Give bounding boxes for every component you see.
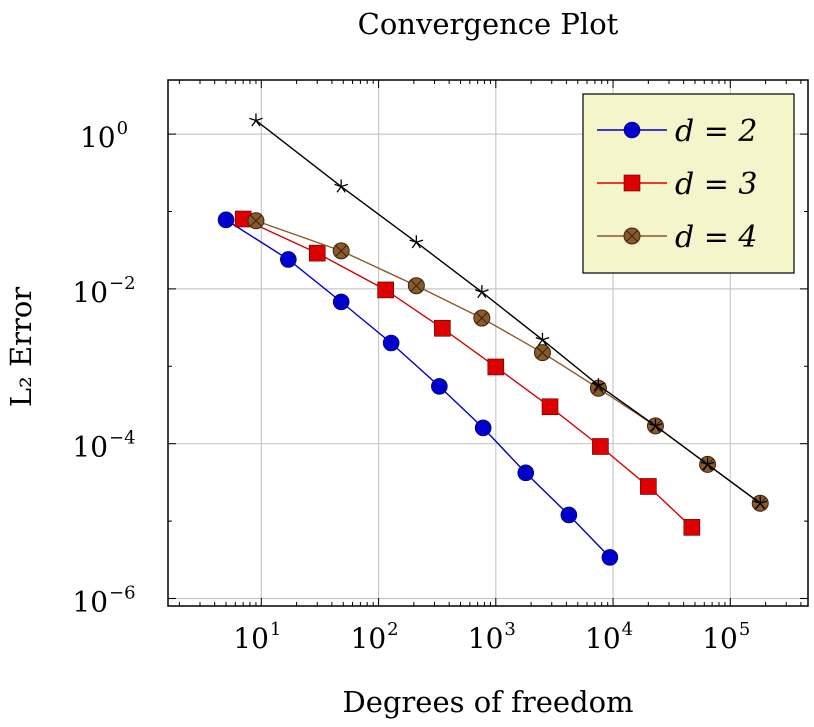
data-point bbox=[700, 457, 715, 471]
data-point bbox=[280, 251, 297, 268]
series-4 bbox=[249, 113, 768, 510]
x-tick-exponent: 5 bbox=[739, 619, 750, 640]
data-point bbox=[334, 179, 349, 193]
y-tick-exponent: −4 bbox=[109, 428, 136, 449]
data-point bbox=[560, 506, 578, 524]
y-tick-base: 10 bbox=[72, 585, 108, 618]
data-point bbox=[623, 174, 641, 192]
series-1 bbox=[217, 211, 619, 566]
data-point bbox=[308, 244, 326, 262]
x-tick-label: 105 bbox=[702, 619, 750, 655]
y-axis-label: L₂ Error bbox=[4, 287, 38, 407]
plot-frame bbox=[167, 79, 809, 607]
y-tick-base: 10 bbox=[80, 121, 116, 154]
x-tick-label: 104 bbox=[585, 619, 633, 655]
data-point bbox=[533, 344, 551, 362]
x-tick-label: 102 bbox=[351, 619, 399, 655]
x-tick-labels: 101 102 103 104 105 bbox=[233, 619, 750, 655]
data-point bbox=[535, 332, 550, 346]
data-point bbox=[473, 309, 491, 327]
legend-label: d = 4 bbox=[675, 220, 758, 255]
x-tick-exponent: 1 bbox=[270, 619, 281, 640]
data-point bbox=[517, 464, 535, 482]
data-point bbox=[753, 496, 768, 510]
data-point bbox=[474, 285, 489, 299]
legend-label: d = 2 bbox=[675, 114, 758, 149]
data-point bbox=[217, 211, 235, 229]
data-point bbox=[601, 549, 619, 566]
x-tick-base: 10 bbox=[702, 622, 738, 655]
x-tick-base: 10 bbox=[585, 622, 621, 655]
data-point bbox=[431, 378, 448, 395]
y-tick-exponent: 0 bbox=[117, 118, 128, 139]
y-tick-label: 100 bbox=[80, 118, 128, 154]
data-point bbox=[247, 212, 265, 230]
legend-item: d = 2 bbox=[597, 114, 758, 149]
data-point bbox=[648, 418, 663, 432]
data-point bbox=[382, 334, 400, 352]
x-tick-base: 10 bbox=[468, 622, 504, 655]
series-line bbox=[225, 219, 611, 558]
y-tick-exponent: −6 bbox=[109, 582, 136, 603]
x-tick-base: 10 bbox=[351, 622, 387, 655]
y-tick-exponent: −2 bbox=[109, 273, 136, 294]
data-point bbox=[640, 478, 657, 495]
data-point bbox=[332, 242, 350, 260]
x-tick-label: 103 bbox=[468, 619, 516, 655]
y-tick-base: 10 bbox=[72, 276, 108, 309]
data-point bbox=[434, 319, 451, 337]
data-point bbox=[623, 121, 641, 139]
y-tick-base: 10 bbox=[72, 431, 108, 464]
legend-item: d = 4 bbox=[597, 220, 758, 255]
data-point bbox=[332, 293, 350, 311]
legend: d = 2 d = 3 d = 4 bbox=[582, 93, 795, 274]
series-layer bbox=[217, 113, 769, 566]
data-point bbox=[592, 438, 609, 455]
y-tick-label: 10−2 bbox=[72, 273, 135, 309]
legend-item: d = 3 bbox=[597, 167, 758, 202]
data-point bbox=[683, 519, 701, 536]
data-point bbox=[623, 227, 641, 245]
legend-label: d = 3 bbox=[675, 167, 758, 202]
data-point bbox=[487, 358, 505, 376]
series-2 bbox=[234, 210, 701, 536]
data-point bbox=[377, 281, 394, 299]
chart-title: Convergence Plot bbox=[358, 7, 619, 41]
x-axis-label: Degrees of freedom bbox=[342, 685, 633, 719]
x-tick-exponent: 2 bbox=[387, 619, 398, 640]
x-tick-exponent: 4 bbox=[622, 619, 633, 640]
data-point bbox=[409, 235, 424, 249]
data-point bbox=[474, 419, 492, 437]
data-point bbox=[591, 378, 606, 392]
y-tick-label: 10−6 bbox=[72, 582, 135, 618]
data-point bbox=[541, 398, 559, 416]
x-tick-exponent: 3 bbox=[504, 619, 515, 640]
x-tick-label: 101 bbox=[233, 619, 281, 655]
y-tick-label: 10−4 bbox=[72, 428, 135, 464]
data-point bbox=[407, 277, 425, 295]
data-point bbox=[249, 113, 263, 127]
x-tick-base: 10 bbox=[233, 622, 269, 655]
